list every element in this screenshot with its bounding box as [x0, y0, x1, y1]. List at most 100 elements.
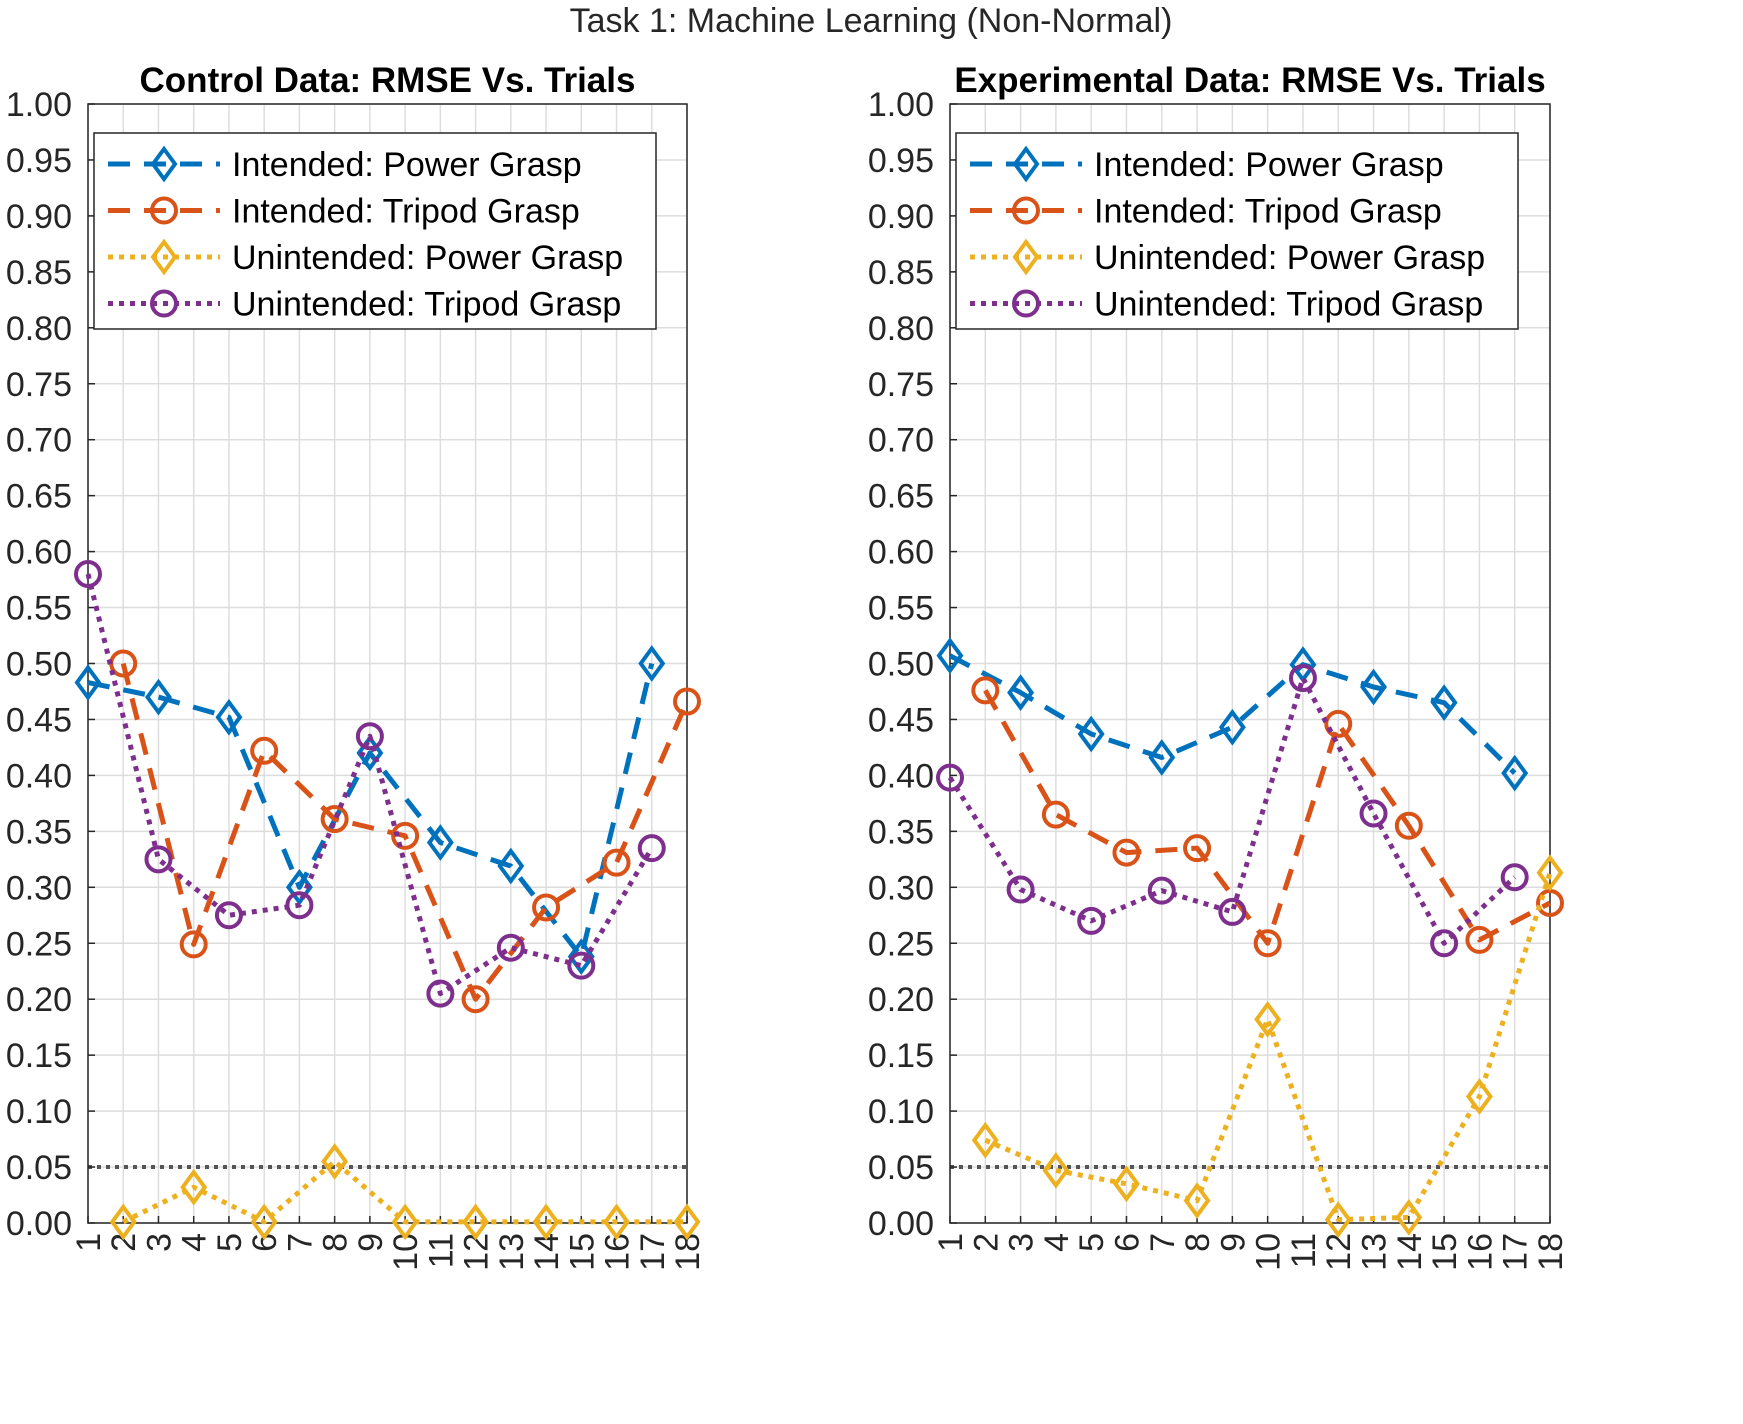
- x-tick-label: 13: [493, 1233, 531, 1271]
- intended-tripod-point: [1394, 811, 1423, 840]
- x-tick-label: 9: [1214, 1233, 1252, 1252]
- y-tick-label: 0.30: [6, 869, 72, 907]
- legend-swatch-marker: [150, 289, 178, 318]
- y-tick-label: 0.00: [6, 1205, 72, 1243]
- y-tick-label: 0.65: [868, 478, 934, 516]
- legend-entry-unintended-power: Unintended: Power Grasp: [108, 238, 623, 277]
- legend-entry-unintended-power: Unintended: Power Grasp: [970, 238, 1485, 277]
- y-tick-label: 0.25: [6, 925, 72, 963]
- x-tick-label: 11: [422, 1233, 460, 1268]
- x-tick-label: 9: [352, 1233, 390, 1252]
- unintended-power-point: [180, 1168, 208, 1206]
- intended-tripod-point: [673, 687, 701, 716]
- series-intended-tripod: [109, 649, 701, 1014]
- x-tick-label: 5: [1073, 1233, 1111, 1252]
- y-tick-label: 0.45: [868, 701, 934, 739]
- y-tick-label: 0.10: [6, 1093, 72, 1131]
- unintended-power-point: [1183, 1182, 1211, 1220]
- series-intended-power: [936, 637, 1529, 792]
- intended-power-point: [74, 664, 102, 701]
- y-tick-label: 0.55: [868, 590, 934, 628]
- y-tick-label: 0.20: [6, 981, 72, 1019]
- x-tick-label: 12: [458, 1233, 496, 1271]
- x-tick-label: 10: [387, 1233, 425, 1271]
- x-tick-label: 6: [1108, 1233, 1146, 1252]
- y-tick-label: 0.80: [868, 310, 934, 348]
- x-tick-label: 8: [317, 1233, 355, 1252]
- y-tick-label: 0.95: [6, 142, 72, 180]
- intended-power-point: [215, 698, 243, 736]
- intended-tripod-point: [1253, 929, 1282, 958]
- control-chart-panel: 0.00 0.05 0.10 0.15 0.20 0.25 0.30 0.35 0.40 0.45…: [6, 61, 707, 1271]
- intended-power-point: [638, 645, 666, 682]
- chart-title: Experimental Data: RMSE Vs. Trials: [954, 61, 1545, 100]
- x-tick-label: 14: [528, 1233, 566, 1271]
- x-tick-label: 16: [599, 1233, 637, 1271]
- unintended-power-point: [1395, 1199, 1423, 1236]
- y-tick-label: 0.35: [6, 813, 72, 851]
- unintended-tripod-point: [567, 951, 596, 980]
- y-tick-label: 0.10: [868, 1093, 934, 1131]
- y-tick-label: 0.70: [868, 422, 934, 460]
- x-tick-label: 2: [967, 1233, 1005, 1252]
- y-tick-label: 0.25: [868, 925, 934, 963]
- series-unintended-tripod: [74, 559, 666, 1008]
- legend-swatch-marker: [1012, 145, 1040, 183]
- unintended-tripod-point: [1288, 664, 1317, 693]
- intended-tripod-point: [1041, 800, 1070, 829]
- series-unintended-power: [109, 1143, 701, 1241]
- y-tick-label: 0.00: [868, 1205, 934, 1243]
- legend: Intended: Power Grasp Intended: Tripod Gr…: [93, 132, 657, 330]
- x-tick-label: 3: [140, 1233, 178, 1252]
- unintended-tripod-point: [285, 891, 314, 920]
- legend-label: Intended: Power Grasp: [232, 146, 582, 184]
- legend-entry-unintended-tripod: Unintended: Tripod Grasp: [970, 286, 1483, 324]
- intended-power-line: [87, 662, 655, 960]
- y-tick-label: 0.85: [868, 254, 934, 292]
- unintended-power-point: [603, 1203, 631, 1241]
- x-tick-label: 1: [70, 1233, 108, 1252]
- intended-tripod-point: [1112, 838, 1141, 867]
- unintended-power-point: [391, 1203, 419, 1241]
- y-tick-label: 0.05: [868, 1149, 934, 1187]
- intended-power-point: [1077, 715, 1105, 753]
- unintended-power-point: [1112, 1165, 1140, 1203]
- intended-tripod-point: [391, 821, 420, 850]
- unintended-tripod-point: [355, 722, 384, 751]
- y-tick-label: 1.00: [868, 86, 934, 124]
- y-tick-label: 0.60: [868, 534, 934, 572]
- y-tick-label: 0.45: [6, 701, 72, 739]
- legend-entry-intended-tripod: Intended: Tripod Grasp: [970, 193, 1442, 231]
- y-tick-label: 0.70: [6, 422, 72, 460]
- y-tick-label: 1.00: [6, 86, 72, 124]
- intended-power-point: [567, 938, 595, 976]
- legend-swatch-marker: [1012, 289, 1040, 318]
- unintended-tripod-point: [144, 845, 173, 874]
- series-intended-power: [74, 645, 666, 976]
- x-tick-label: 18: [1532, 1233, 1570, 1271]
- unintended-tripod-point: [1430, 929, 1459, 958]
- x-tick-label: 4: [1038, 1233, 1076, 1252]
- intended-tripod-point: [320, 805, 349, 834]
- y-tick-label: 0.15: [868, 1037, 934, 1075]
- unintended-power-point: [1324, 1201, 1352, 1239]
- legend-label: Unintended: Power Grasp: [1094, 239, 1485, 277]
- unintended-power-point: [1536, 854, 1564, 892]
- unintended-power-point: [109, 1203, 137, 1241]
- x-tick-label: 15: [1426, 1233, 1464, 1271]
- unintended-tripod-point: [1077, 906, 1106, 935]
- legend-entry-intended-power: Intended: Power Grasp: [108, 145, 582, 184]
- x-tick-label: 17: [634, 1233, 672, 1271]
- figure-suptitle: Task 1: Machine Learning (Non-Normal): [570, 2, 1173, 40]
- unintended-tripod-point: [1218, 897, 1247, 926]
- legend-label: Unintended: Power Grasp: [232, 239, 623, 277]
- unintended-power-point: [1465, 1078, 1493, 1115]
- legend: Intended: Power Grasp Intended: Tripod Gr…: [955, 132, 1519, 330]
- unintended-tripod-point: [1147, 876, 1176, 905]
- y-tick-label: 0.80: [6, 310, 72, 348]
- unintended-tripod-point: [1500, 863, 1529, 892]
- intended-power-point: [426, 824, 454, 861]
- x-tick-label: 1: [932, 1233, 970, 1252]
- y-tick-label: 0.60: [6, 534, 72, 572]
- unintended-tripod-point: [936, 763, 964, 792]
